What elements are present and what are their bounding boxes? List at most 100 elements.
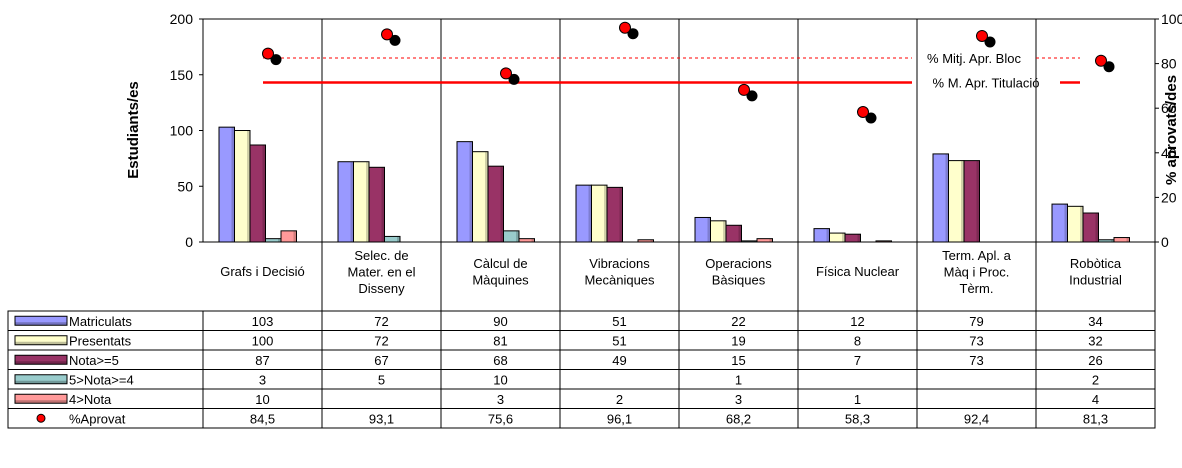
category-label: Càlcul de	[473, 256, 527, 271]
percent-marker-shadow	[627, 28, 639, 40]
bar	[518, 238, 535, 243]
legend-swatch-shade	[15, 400, 67, 404]
category-label: Term. Apl. a	[942, 248, 1011, 263]
y2-tick-label: 100	[1161, 11, 1182, 27]
legend-label: 5>Nota>=4	[69, 372, 134, 387]
percent-marker	[619, 21, 631, 34]
bar-shade	[485, 151, 488, 242]
y-tick-label: 0	[185, 234, 193, 250]
legend-marker	[36, 413, 46, 423]
legend-swatch	[14, 335, 68, 346]
table-cell: 22	[731, 314, 745, 329]
category-label: Física Nuclear	[816, 264, 900, 279]
legend-label: 4>Nota	[69, 392, 112, 407]
table-cell: 49	[612, 353, 626, 368]
table-cell: 81,3	[1083, 411, 1108, 426]
table-cell: 72	[374, 314, 388, 329]
table-cell: 103	[252, 314, 274, 329]
bar-shade	[293, 230, 297, 242]
legend-swatch	[14, 315, 68, 326]
bar-shade	[231, 127, 235, 242]
table-cell: 81	[493, 333, 507, 348]
bar	[249, 144, 266, 243]
table-cell: 12	[850, 314, 864, 329]
table-cell: 3	[497, 392, 504, 407]
legend-swatch-shade	[15, 380, 67, 384]
category-label: Operacions	[705, 256, 772, 271]
percent-marker-shadow	[508, 73, 520, 85]
legend-label: Nota>=5	[69, 353, 119, 368]
category-label: Bàsiques	[712, 273, 766, 288]
y2-tick-label: 60	[1161, 100, 1177, 116]
table-cell: 32	[1088, 333, 1102, 348]
y2-tick-label: 80	[1161, 56, 1177, 72]
table-cell: 10	[255, 392, 269, 407]
table-cell: 68,2	[726, 411, 751, 426]
table-cell: 51	[612, 333, 626, 348]
percent-marker-shadow	[389, 34, 401, 46]
legend-swatch	[14, 354, 68, 365]
bar	[875, 240, 892, 243]
bar	[503, 230, 520, 243]
bar-shade	[366, 161, 369, 242]
bar-shade	[857, 234, 861, 242]
legend-swatch-shade	[15, 322, 67, 326]
table-cell: 26	[1088, 353, 1102, 368]
bar-shade	[247, 130, 250, 242]
bar	[1113, 237, 1130, 243]
table-cell: 2	[1092, 372, 1099, 387]
reference-label-titulacio: % M. Apr. Titulació	[933, 76, 1040, 91]
table-cell: 75,6	[488, 411, 513, 426]
bar-shade	[1080, 206, 1083, 242]
bar-shade	[945, 153, 949, 242]
y-tick-label: 100	[170, 123, 194, 139]
percent-marker-shadow	[1103, 61, 1115, 73]
percent-marker	[500, 67, 512, 80]
category-label: Robòtica	[1070, 256, 1122, 271]
table-cell: 3	[259, 372, 266, 387]
table-cell: 73	[969, 353, 983, 368]
percent-marker	[738, 83, 750, 96]
bar	[963, 160, 980, 243]
table-cell: 2	[616, 392, 623, 407]
category-label: Tèrm.	[960, 281, 994, 296]
bar-shade	[961, 160, 964, 242]
category-label: Mater. en el	[348, 265, 416, 280]
percent-marker-shadow	[865, 112, 877, 124]
category-label: Grafs i Decisió	[220, 264, 305, 279]
bar-shade	[842, 233, 845, 242]
bar-shade	[769, 238, 773, 242]
bar	[844, 233, 861, 243]
bar-shade	[588, 185, 592, 242]
table-cell: 92,4	[964, 411, 989, 426]
bar-shade	[262, 144, 266, 242]
table-cell: 8	[854, 333, 861, 348]
category-label: Disseny	[358, 281, 405, 296]
table-cell: 72	[374, 333, 388, 348]
percent-marker	[262, 47, 274, 60]
table-cell: 7	[854, 353, 861, 368]
bar-shade	[469, 141, 473, 242]
bar-shade	[723, 220, 726, 242]
reference-label-bloc: % Mitj. Apr. Bloc	[927, 51, 1021, 66]
table-cell: 1	[854, 392, 861, 407]
category-label: Màquines	[472, 273, 529, 288]
y2-axis-title: % aprovats/des	[1163, 75, 1180, 185]
bar	[637, 239, 654, 243]
category-label: Vibracions	[589, 256, 650, 271]
y-tick-label: 200	[170, 11, 194, 27]
bar-shade	[381, 167, 385, 242]
table-cell: 90	[493, 314, 507, 329]
bar-shade	[397, 236, 400, 242]
bar	[1082, 212, 1099, 243]
bar-shade	[738, 225, 742, 242]
bar-shade	[976, 160, 980, 242]
bar-shade	[650, 239, 654, 242]
bar-shade	[826, 228, 830, 242]
bar	[606, 186, 623, 243]
table-cell: 93,1	[369, 411, 394, 426]
bar-shade	[1064, 204, 1068, 242]
table-cell: 4	[1092, 392, 1099, 407]
y-tick-label: 150	[170, 67, 194, 83]
